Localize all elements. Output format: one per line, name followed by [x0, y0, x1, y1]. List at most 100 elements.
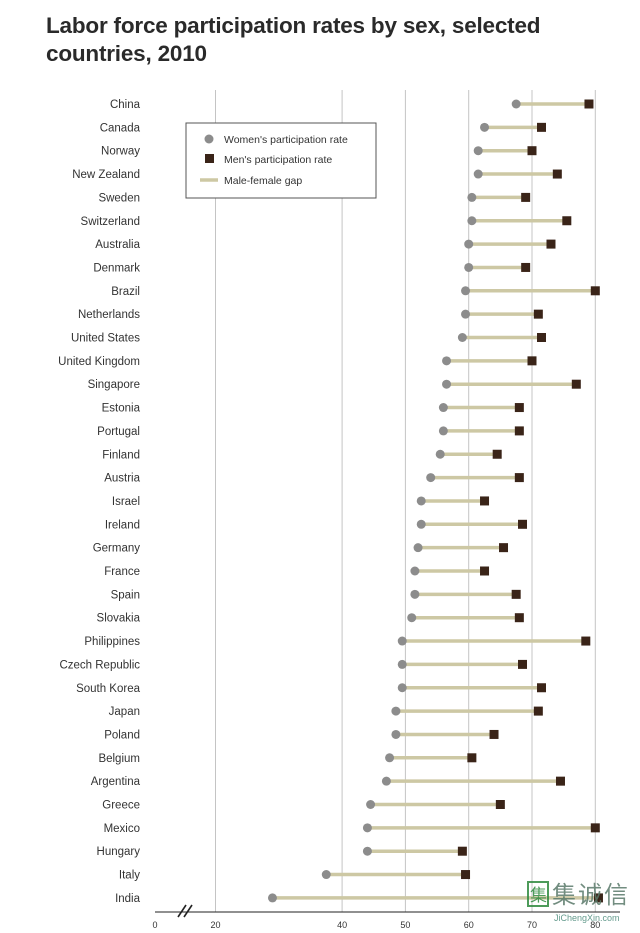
category-label: New Zealand	[72, 169, 140, 181]
women-point	[397, 683, 407, 693]
men-point	[518, 659, 528, 669]
legend-men-marker	[205, 154, 214, 163]
category-label: Ireland	[105, 519, 140, 531]
women-point	[321, 870, 331, 880]
women-point	[442, 379, 452, 389]
category-label: India	[115, 893, 141, 905]
category-label: Czech Republic	[59, 659, 140, 671]
men-point	[521, 192, 531, 202]
category-label: Netherlands	[78, 309, 140, 321]
women-point	[461, 309, 471, 319]
women-point	[464, 239, 474, 249]
men-point	[581, 636, 591, 646]
category-label: Italy	[119, 870, 140, 882]
legend-women-marker	[204, 134, 214, 144]
women-point	[391, 729, 401, 739]
men-point	[514, 473, 524, 483]
men-point	[514, 426, 524, 436]
watermark-logo-box	[527, 881, 549, 907]
category-label: Japan	[109, 706, 140, 718]
x-tick-label-50: 50	[400, 920, 410, 930]
men-point	[527, 356, 537, 366]
men-point	[562, 216, 572, 226]
men-point	[546, 239, 556, 249]
men-point	[457, 846, 467, 856]
women-point	[461, 286, 471, 296]
category-label: Sweden	[98, 192, 140, 204]
women-point	[416, 519, 426, 529]
women-point	[426, 473, 436, 483]
category-label: China	[110, 99, 141, 111]
men-point	[495, 800, 505, 809]
men-point	[480, 566, 490, 576]
men-point	[555, 776, 565, 786]
category-label: Brazil	[111, 286, 140, 298]
men-point	[536, 683, 546, 693]
women-point	[511, 99, 521, 109]
men-point	[489, 729, 499, 739]
legend-women-label: Women's participation rate	[224, 134, 348, 146]
category-label: Spain	[111, 589, 140, 601]
men-point	[492, 449, 502, 459]
women-point	[467, 216, 477, 226]
men-point	[533, 706, 543, 716]
category-label: Israel	[112, 496, 140, 508]
category-label: Poland	[104, 729, 140, 741]
category-label: Singapore	[88, 379, 140, 391]
category-labels: China Canada Norway New Zealand Sweden Switze…	[58, 99, 140, 905]
women-point	[410, 566, 420, 576]
watermark-en: JiChengXin.com	[554, 913, 620, 923]
men-point	[571, 379, 581, 389]
women-point	[457, 333, 467, 342]
data-marks	[267, 99, 603, 903]
men-point	[511, 589, 521, 599]
axis-layer: 0 20 40 50 60 70 80	[152, 904, 620, 930]
women-point	[407, 613, 417, 623]
category-label: Austria	[104, 473, 140, 485]
men-point	[536, 333, 546, 342]
men-point	[461, 870, 471, 880]
women-point	[385, 753, 395, 763]
category-label: Australia	[95, 239, 140, 251]
men-point	[480, 496, 490, 506]
legend-men-label: Men's participation rate	[224, 154, 332, 166]
men-point	[590, 823, 600, 833]
category-label: Denmark	[93, 262, 140, 274]
legend-gap-label: Male-female gap	[224, 175, 302, 187]
men-point	[533, 309, 543, 319]
category-label: Norway	[101, 146, 140, 158]
x-tick-label-70: 70	[527, 920, 537, 930]
watermark-logo: 集	[530, 886, 547, 905]
x-tick-label-80: 80	[590, 920, 600, 930]
women-point	[464, 262, 474, 272]
x-tick-label-0: 0	[152, 920, 157, 930]
grid-layer	[215, 90, 596, 912]
category-label: Greece	[102, 800, 140, 812]
category-label: Portugal	[97, 426, 140, 438]
category-label: Argentina	[91, 776, 141, 788]
watermark: 集 集诚信 JiChengXin.com	[527, 881, 630, 923]
watermark-cn: 集诚信	[552, 882, 630, 909]
category-label: Germany	[93, 543, 141, 555]
category-label: United Kingdom	[58, 356, 140, 368]
men-point	[536, 122, 546, 132]
men-point	[514, 403, 524, 413]
women-point	[397, 659, 407, 669]
men-point	[521, 262, 531, 272]
men-point	[552, 169, 562, 179]
category-label: United States	[71, 333, 140, 345]
category-label: France	[104, 566, 140, 578]
category-label: South Korea	[76, 683, 141, 695]
men-point	[527, 146, 537, 156]
legend: Women's participation rate Men's partici…	[185, 122, 377, 199]
legend-box	[185, 122, 377, 199]
women-point	[467, 192, 477, 202]
men-point	[467, 753, 477, 763]
category-label: Philippines	[84, 636, 140, 648]
category-label: Hungary	[97, 846, 141, 858]
category-label: Mexico	[104, 823, 140, 835]
axis-break-mark	[177, 904, 187, 918]
women-point	[362, 823, 372, 833]
women-point	[267, 893, 277, 903]
women-point	[362, 846, 372, 856]
